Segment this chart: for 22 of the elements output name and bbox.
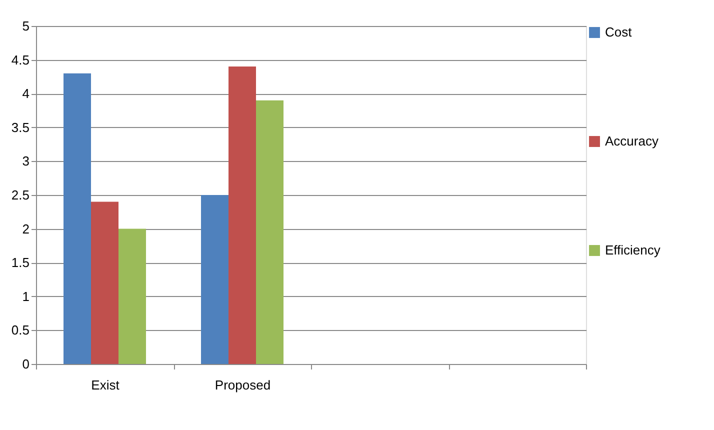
y-tick-label: 2.5 [11,188,30,202]
bar [91,202,118,364]
bar [256,100,284,364]
y-tick-label: 4 [22,86,30,102]
x-tick-label: Proposed [214,378,271,392]
legend-label: Accuracy [605,134,659,148]
legend-label: Cost [605,24,632,40]
y-tick-label: 1.5 [11,255,30,270]
y-tick-label: 4.5 [11,52,30,68]
x-tick-label: Exist [91,378,120,392]
y-tick-label: 2 [22,221,30,236]
bar [228,66,256,364]
y-tick-label: 3.5 [11,120,30,135]
y-tick-label: 5 [22,18,30,34]
y-tick-label: 3 [22,154,30,169]
bar [118,228,146,364]
y-tick-label: 0.5 [11,322,30,338]
legend-label: Efficiency [605,242,661,258]
y-tick-label: 1 [22,288,30,304]
bar [64,73,91,364]
y-tick-label: 0 [22,356,30,372]
bar [201,195,228,364]
